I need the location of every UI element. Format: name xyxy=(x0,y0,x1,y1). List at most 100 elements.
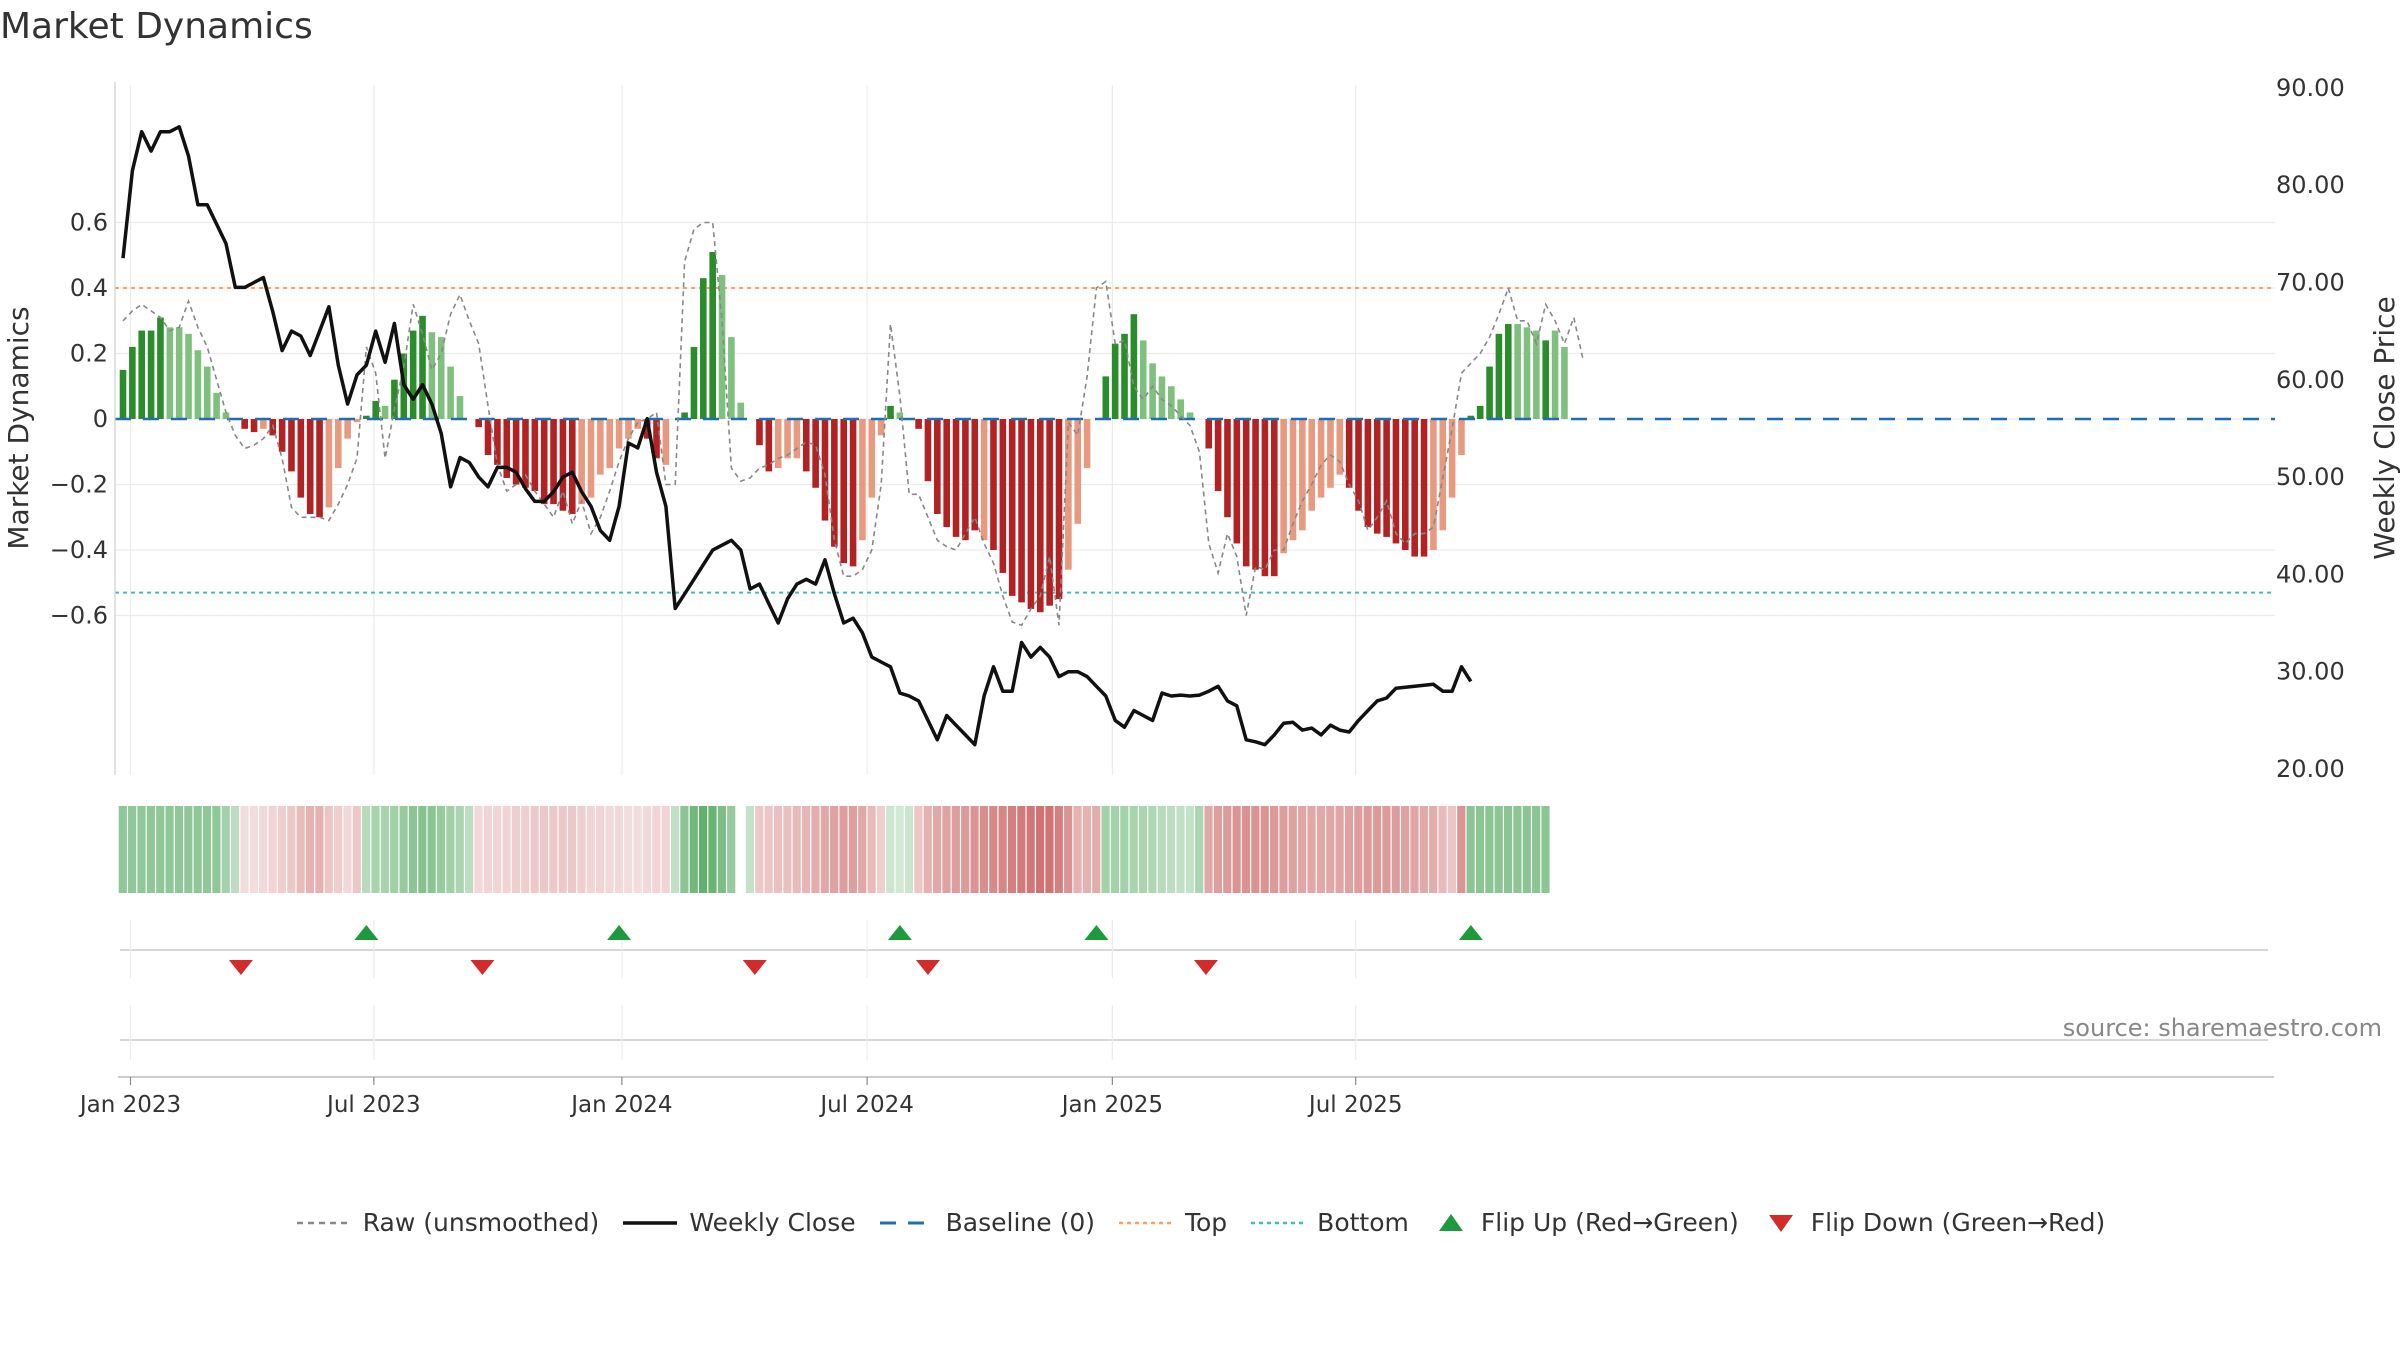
heat-strip-cell xyxy=(1429,806,1438,893)
flip-down-marker xyxy=(742,960,767,975)
heat-strip-cell xyxy=(867,806,876,893)
legend-label-flip-down: Flip Down (Green→Red) xyxy=(1810,1208,2106,1237)
legend-item-baseline: Baseline (0) xyxy=(878,1208,1095,1237)
y2-tick-label: 20.00 xyxy=(2276,755,2345,783)
dynamics-bar xyxy=(1383,419,1390,537)
heat-strip-cell xyxy=(792,806,801,893)
heat-strip-cell xyxy=(1513,806,1522,893)
dynamics-bar xyxy=(1476,405,1484,419)
heat-strip-cell xyxy=(539,806,549,893)
dynamics-bar xyxy=(484,419,492,456)
heat-strip-cell xyxy=(951,806,960,893)
y-tick-label: 0.4 xyxy=(70,274,108,302)
heat-strip-cell xyxy=(820,806,829,893)
heat-strip-cell xyxy=(202,806,212,893)
heat-strip-cell xyxy=(1232,806,1241,893)
dynamics-bar xyxy=(1139,340,1147,419)
legend-label-baseline: Baseline (0) xyxy=(945,1208,1095,1237)
dynamics-bar xyxy=(924,419,932,482)
dynamics-bar xyxy=(1364,419,1372,528)
heat-strip-cell xyxy=(137,806,146,893)
heat-strip-cell xyxy=(773,806,783,893)
dynamics-bar xyxy=(1233,419,1241,544)
heat-strip-cell xyxy=(755,806,764,893)
heat-strip-cell xyxy=(1223,806,1232,893)
dynamics-bar xyxy=(615,419,623,449)
y-tick-label: −0.2 xyxy=(50,471,108,499)
heat-strip-cell xyxy=(249,806,258,893)
heat-strip-cell xyxy=(174,806,184,893)
heat-strip-cell xyxy=(549,806,558,893)
heat-strip-cell xyxy=(1279,806,1288,893)
y2-tick-label: 60.00 xyxy=(2276,366,2345,394)
y-tick-label: 0 xyxy=(93,405,108,433)
heat-strip-cell xyxy=(1326,806,1335,893)
legend-label-close: Weekly Close xyxy=(689,1208,856,1237)
dynamics-bar xyxy=(690,346,698,419)
heat-strip-cell xyxy=(240,806,249,893)
heat-strip-cell xyxy=(268,806,277,893)
dynamics-bar xyxy=(316,419,323,518)
heat-strip-cell xyxy=(1017,806,1026,893)
heat-strip-cell xyxy=(942,806,951,893)
heat-strip xyxy=(118,806,1550,893)
heat-strip-cell xyxy=(146,806,155,893)
dynamics-bar xyxy=(512,419,520,485)
heat-strip-cell xyxy=(493,806,502,893)
dynamics-bar xyxy=(681,412,688,419)
dynamics-bar xyxy=(175,327,183,419)
dotted-line-icon xyxy=(1118,1221,1173,1224)
heat-strip-cell xyxy=(764,806,773,893)
y-tick-label: 0.2 xyxy=(70,340,108,368)
heat-strip-cell xyxy=(1148,806,1157,893)
legend-label-flip-up: Flip Up (Red→Green) xyxy=(1480,1208,1739,1237)
dynamics-bar xyxy=(278,419,286,452)
heat-strip-cell xyxy=(979,806,989,893)
dynamics-bar xyxy=(1551,330,1559,419)
legend-label-raw: Raw (unsmoothed) xyxy=(362,1208,600,1237)
heat-strip-cell xyxy=(1157,806,1166,893)
heat-strip-cell xyxy=(567,806,577,893)
heat-strip-cell xyxy=(1401,806,1410,893)
heat-strip-cell xyxy=(904,806,914,893)
flip-up-marker xyxy=(1084,925,1109,940)
dynamics-bar xyxy=(1252,419,1259,570)
dynamics-bar xyxy=(1402,419,1409,550)
heat-strip-cell xyxy=(1438,806,1447,893)
x-tick-label: Jul 2024 xyxy=(818,1092,914,1118)
heat-strip-cell xyxy=(614,806,623,893)
dynamics-bar xyxy=(241,419,248,429)
heat-strip-cell xyxy=(1382,806,1391,893)
dynamics-bar xyxy=(774,419,782,469)
dynamics-bar xyxy=(550,419,557,505)
heat-strip-cell xyxy=(886,806,895,893)
heat-strip-cell xyxy=(933,806,942,893)
axes: 0.6 0.4 0.2 0 −0.2 −0.4 −0.6 90.00 80.00 70.00 60.… xyxy=(2,74,2400,783)
dynamics-bar xyxy=(297,419,305,498)
heat-strip-cell xyxy=(1260,806,1269,893)
heat-strip-cell xyxy=(1485,806,1494,893)
dynamics-bar xyxy=(1467,415,1475,419)
dynamics-bar xyxy=(980,419,988,541)
y2-tick-label: 40.00 xyxy=(2276,560,2345,588)
dynamics-bar xyxy=(784,419,791,459)
y2-tick-label: 90.00 xyxy=(2276,74,2345,102)
dynamics-bar xyxy=(1121,333,1128,419)
raw-series xyxy=(122,221,1584,627)
heat-strip-cell xyxy=(1204,806,1213,893)
triangle-down-icon xyxy=(1768,1214,1793,1232)
dynamics-bar xyxy=(447,366,454,419)
dynamics-bar xyxy=(540,419,548,505)
dynamics-bar xyxy=(260,419,267,429)
y2-tick-label: 70.00 xyxy=(2276,269,2345,297)
dynamics-bar xyxy=(812,419,819,488)
dynamics-bar xyxy=(185,333,192,419)
dynamics-bar xyxy=(1270,419,1278,577)
dynamics-bar xyxy=(625,419,632,439)
dynamics-bar xyxy=(1027,419,1035,609)
dynamics-bar xyxy=(1514,324,1521,419)
dynamics-bar xyxy=(456,396,464,419)
heat-strip-cell xyxy=(1335,806,1344,893)
heat-strip-cell xyxy=(998,806,1007,893)
dynamics-bar xyxy=(1008,419,1016,596)
